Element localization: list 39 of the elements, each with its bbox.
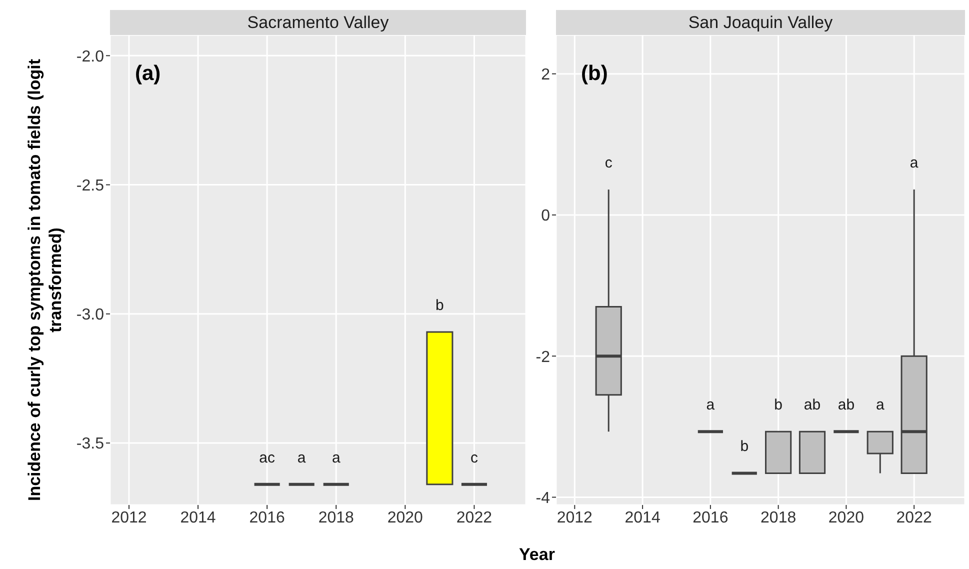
y-tick-label: 0 bbox=[541, 208, 550, 225]
y-tick-label: -3.5 bbox=[76, 436, 104, 453]
x-tick-label: 2020 bbox=[387, 509, 424, 526]
x-tick-label: 2022 bbox=[896, 509, 932, 526]
chart-title: San Joaquin Valley bbox=[556, 10, 965, 35]
annotation: (a) bbox=[135, 62, 161, 86]
text: b bbox=[740, 438, 749, 456]
x-tick-label: 2022 bbox=[456, 509, 492, 526]
y-tick-label: -3.0 bbox=[76, 306, 104, 324]
annotation: (b) bbox=[581, 62, 608, 86]
x-tick-label: 2018 bbox=[318, 509, 354, 526]
x-tick-label: 2020 bbox=[828, 509, 864, 526]
text: a bbox=[910, 154, 918, 172]
y-tick-label: -2 bbox=[536, 348, 550, 366]
text: b bbox=[436, 296, 444, 314]
y-tick-label: 2 bbox=[541, 66, 550, 84]
x-tick-label: 2012 bbox=[111, 509, 147, 526]
text: a bbox=[332, 449, 340, 466]
y-tick-label: -4 bbox=[536, 490, 550, 507]
x-tick-label: 2016 bbox=[249, 509, 285, 526]
x-tick-label: 2014 bbox=[180, 509, 216, 526]
text: a bbox=[706, 396, 715, 414]
x-axis-title: Year bbox=[519, 545, 555, 565]
text: c bbox=[604, 154, 612, 172]
text: c bbox=[470, 449, 478, 466]
y-tick-label: -2.0 bbox=[76, 48, 104, 66]
text: b bbox=[774, 396, 782, 414]
y-tick-label: -2.5 bbox=[76, 177, 104, 194]
x-tick-label: 2014 bbox=[624, 509, 660, 526]
x-tick-label: 2016 bbox=[692, 509, 728, 526]
x-tick-label: 2012 bbox=[556, 509, 593, 526]
text: ac bbox=[259, 449, 275, 466]
y-axis-title: Incidence of curly top symptoms in tomato fields (logit transformed) bbox=[24, 58, 66, 504]
text: a bbox=[297, 449, 306, 466]
text: ab bbox=[804, 396, 821, 414]
text: ab bbox=[838, 396, 855, 414]
x-tick-label: 2018 bbox=[760, 509, 796, 526]
chart-title: Sacramento Valley bbox=[110, 10, 526, 35]
text: a bbox=[876, 396, 884, 414]
